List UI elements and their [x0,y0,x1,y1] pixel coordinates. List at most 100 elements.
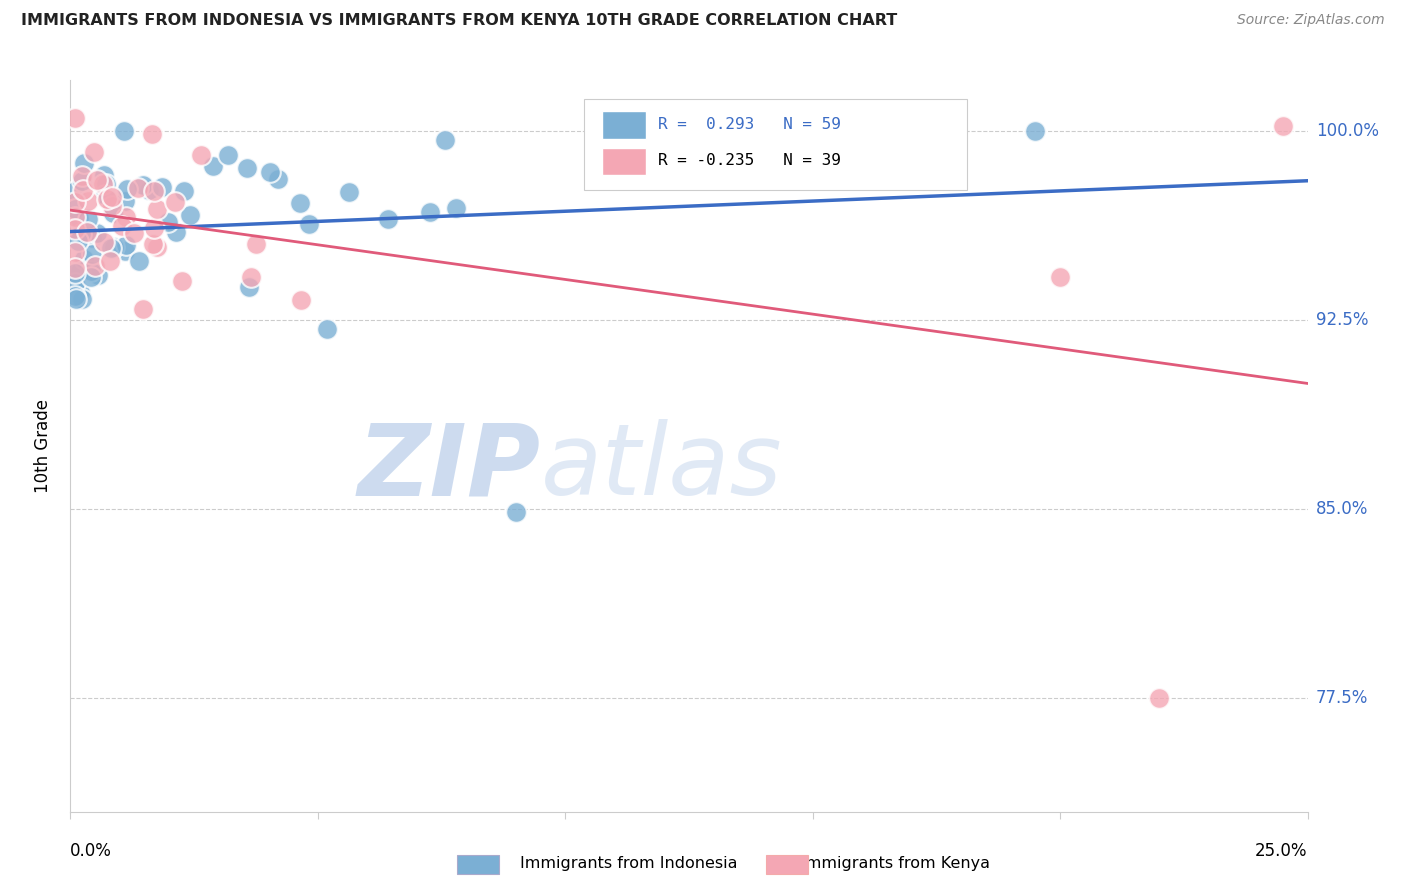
Text: IMMIGRANTS FROM INDONESIA VS IMMIGRANTS FROM KENYA 10TH GRADE CORRELATION CHART: IMMIGRANTS FROM INDONESIA VS IMMIGRANTS … [21,13,897,29]
FancyBboxPatch shape [583,99,967,190]
Point [245,237,267,252]
Point [238,280,260,294]
Point [132,302,155,317]
Point [165,225,187,239]
Point [146,202,169,216]
Point [110,219,132,233]
Point [80,247,103,261]
Point [132,178,155,192]
Point [94,188,117,202]
Point [444,201,467,215]
Point [72,156,94,170]
Point [337,185,360,199]
Point [103,239,125,253]
Point [80,270,103,285]
Point [101,189,124,203]
Text: 92.5%: 92.5% [1316,311,1368,329]
Text: 77.5%: 77.5% [1316,690,1368,707]
Point [70,293,93,307]
Point [72,174,94,188]
Text: ZIP: ZIP [357,419,540,516]
Point [65,276,87,290]
Point [163,195,186,210]
Point [65,289,87,303]
Point [65,111,87,125]
Point [84,259,107,273]
Point [115,238,138,252]
Point [157,215,180,229]
Point [145,240,167,254]
Point [93,177,115,191]
Text: atlas: atlas [540,419,782,516]
Point [259,165,281,179]
Point [377,212,399,227]
Point [65,260,87,275]
Point [115,182,138,196]
Text: 25.0%: 25.0% [1256,842,1308,860]
FancyBboxPatch shape [602,147,645,176]
Point [1147,691,1170,706]
Text: Source: ZipAtlas.com: Source: ZipAtlas.com [1237,13,1385,28]
Point [201,159,224,173]
Text: R =  0.293   N = 59: R = 0.293 N = 59 [658,117,841,132]
Point [298,217,321,231]
Text: 100.0%: 100.0% [1316,121,1379,140]
Point [141,128,163,142]
Point [190,148,212,162]
Point [67,211,90,225]
Point [239,269,262,284]
Point [65,184,87,198]
Point [65,194,87,209]
Point [127,181,149,195]
Point [70,169,93,183]
Point [76,225,98,239]
Point [419,205,441,219]
Point [70,227,93,241]
Point [93,169,115,183]
Point [98,253,121,268]
Point [434,132,457,146]
Text: Immigrants from Indonesia: Immigrants from Indonesia [520,856,738,871]
Point [1024,124,1046,138]
Point [69,285,91,300]
Point [236,161,259,176]
FancyBboxPatch shape [602,111,645,139]
Point [316,322,339,336]
Point [114,194,136,208]
Point [72,183,94,197]
Point [100,241,122,255]
Point [142,236,165,251]
Point [77,211,100,226]
Point [217,148,239,162]
Point [80,264,103,278]
Point [80,231,103,245]
Text: R = -0.235   N = 39: R = -0.235 N = 39 [658,153,841,169]
Point [150,180,173,194]
Point [1271,119,1294,133]
Point [96,178,118,192]
Point [173,184,195,198]
Text: 0.0%: 0.0% [70,842,112,860]
Text: 85.0%: 85.0% [1316,500,1368,518]
Point [65,222,87,236]
Point [114,244,136,259]
Point [138,183,160,197]
Point [179,208,201,222]
Point [114,211,136,225]
Point [288,195,311,210]
Point [76,194,98,208]
Point [101,205,124,219]
Point [86,173,108,187]
Point [143,184,166,198]
Point [170,274,193,288]
Point [505,505,527,519]
Point [267,171,290,186]
Point [65,245,87,260]
Point [87,268,110,283]
Point [100,198,122,212]
Y-axis label: 10th Grade: 10th Grade [34,399,52,493]
Point [93,235,115,250]
Point [65,266,87,280]
Point [112,124,135,138]
Point [83,145,105,159]
